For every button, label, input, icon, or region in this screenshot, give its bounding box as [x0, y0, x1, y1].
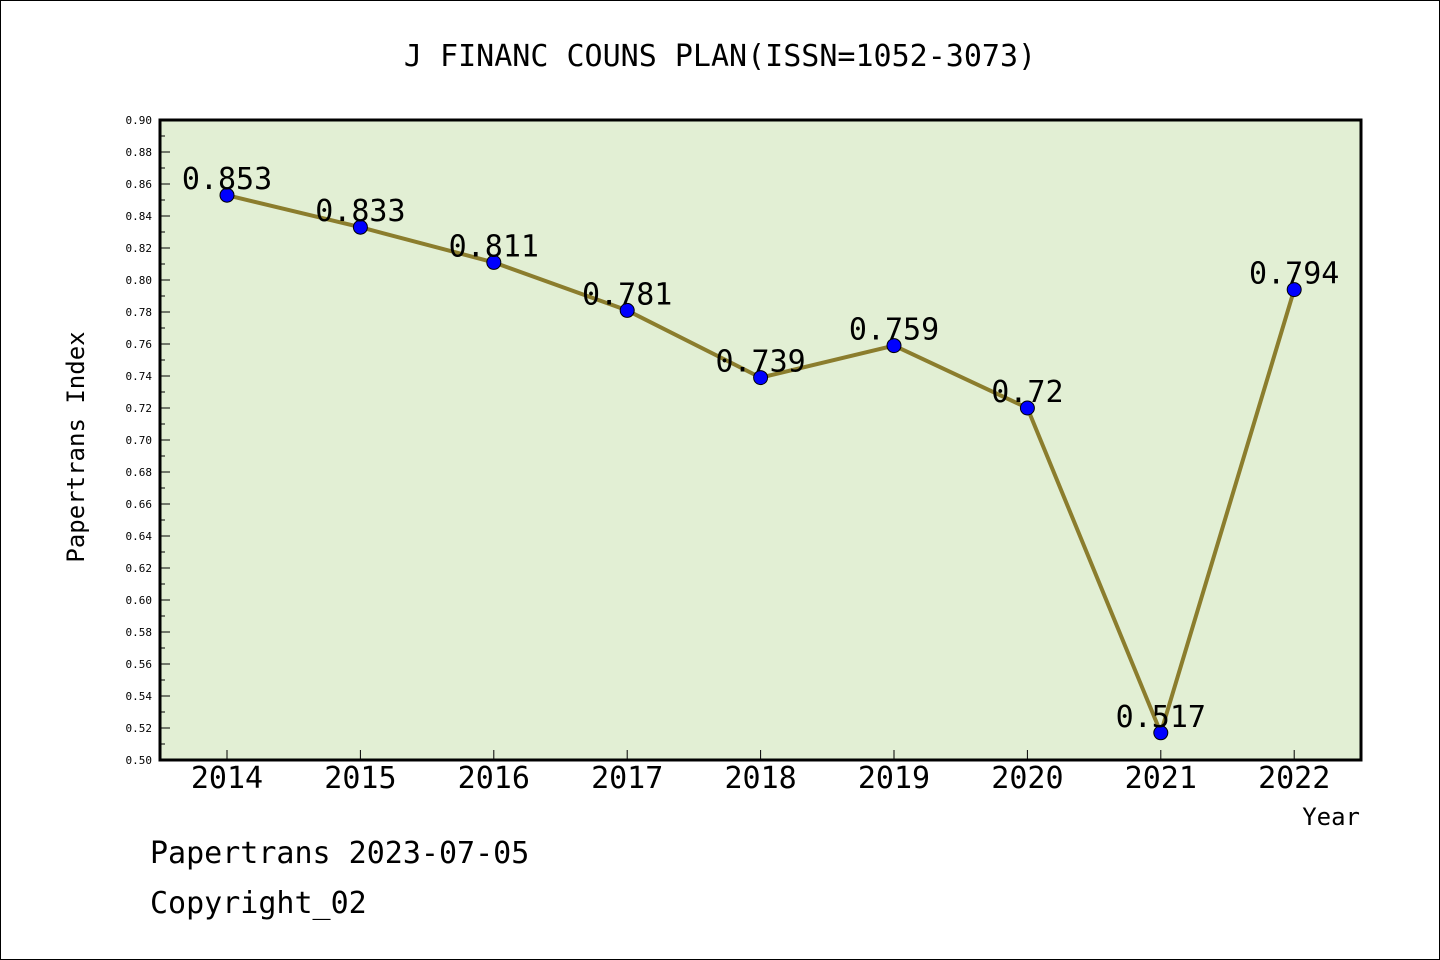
- data-point-marker: [753, 370, 769, 386]
- y-tick-label: 0.52: [126, 722, 153, 735]
- y-tick-label: 0.82: [126, 242, 153, 255]
- y-tick-label: 0.58: [126, 626, 153, 639]
- data-point-marker: [352, 219, 368, 235]
- chart-title: J FINANC COUNS PLAN(ISSN=1052-3073): [404, 39, 1036, 74]
- x-axis-label: Year: [1302, 803, 1360, 831]
- plot-area: 0.50 0.52 0.54 0.56 0.58 0.60 0.62 0.64 0.66 0.68…: [126, 114, 1363, 796]
- data-label: 0.781: [582, 277, 672, 312]
- y-axis-label: Papertrans Index: [62, 331, 90, 562]
- y-tick-label: 0.88: [126, 146, 153, 159]
- y-tick-label: 0.50: [126, 754, 153, 767]
- x-tick-label: 2019: [858, 761, 930, 796]
- y-tick-label: 0.68: [126, 466, 153, 479]
- x-tick-label: 2017: [591, 761, 663, 796]
- footer-copyright-line: Copyright_02: [150, 886, 367, 921]
- x-tick-label: 2018: [724, 761, 796, 796]
- data-label: 0.833: [315, 194, 405, 229]
- data-label: 0.517: [1116, 700, 1206, 735]
- y-tick-label: 0.70: [126, 434, 153, 447]
- x-tick-label: 2015: [324, 761, 396, 796]
- y-tick-label: 0.90: [126, 114, 153, 127]
- y-tick-label: 0.64: [126, 530, 153, 543]
- data-point-marker: [1286, 282, 1302, 298]
- x-tick-label: 2022: [1258, 761, 1330, 796]
- y-tick-label: 0.80: [126, 274, 153, 287]
- data-label: 0.759: [849, 313, 939, 348]
- y-tick-label: 0.72: [126, 402, 153, 415]
- plot-border: [158, 118, 1363, 762]
- y-tick-label: 0.62: [126, 562, 153, 575]
- y-tick-label: 0.78: [126, 306, 153, 319]
- data-label: 0.811: [449, 229, 539, 264]
- x-tick-label: 2016: [458, 761, 530, 796]
- x-tick-label: 2014: [191, 761, 263, 796]
- data-label: 0.72: [991, 375, 1063, 410]
- y-tick-label: 0.76: [126, 338, 153, 351]
- x-tick-label: 2021: [1125, 761, 1197, 796]
- data-point-marker: [1153, 725, 1169, 741]
- y-tick-label: 0.74: [126, 370, 153, 383]
- y-tick-label: 0.54: [126, 690, 153, 703]
- y-tick-label: 0.56: [126, 658, 153, 671]
- y-tick-label: 0.84: [126, 210, 153, 223]
- y-tick-label: 0.86: [126, 178, 153, 191]
- data-point-marker: [619, 302, 635, 318]
- data-label: 0.794: [1249, 257, 1339, 292]
- footer-date-line: Papertrans 2023-07-05: [150, 836, 530, 871]
- data-label: 0.853: [182, 162, 272, 197]
- y-tick-label: 0.66: [126, 498, 153, 511]
- data-point-marker: [486, 254, 502, 270]
- data-point-marker: [886, 338, 902, 354]
- data-label: 0.739: [715, 345, 805, 380]
- y-tick-label: 0.60: [126, 594, 153, 607]
- data-point-marker: [1019, 400, 1035, 416]
- data-point-marker: [219, 187, 235, 203]
- x-tick-label: 2020: [991, 761, 1063, 796]
